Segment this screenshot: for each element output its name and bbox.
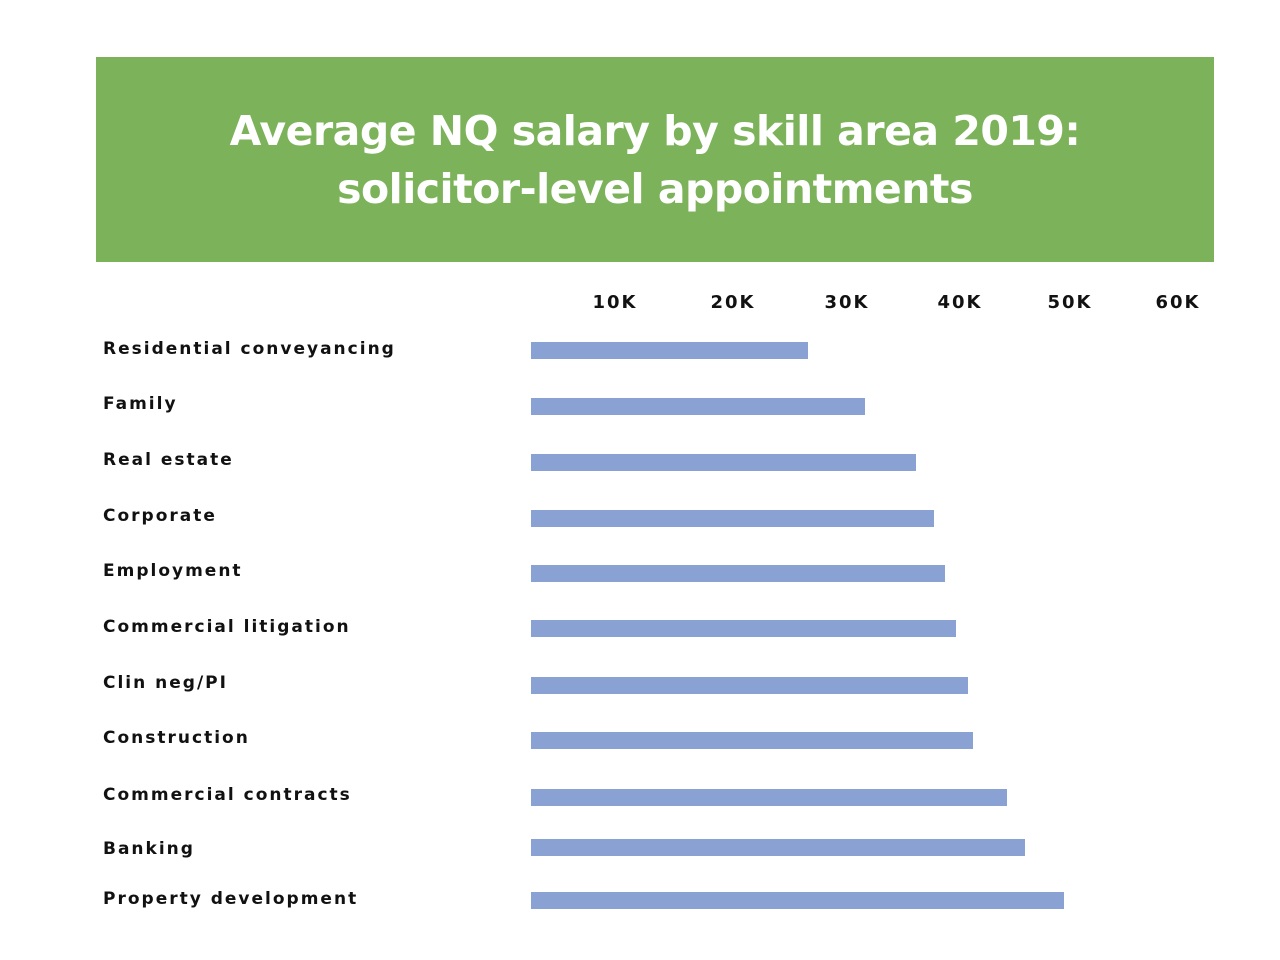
x-tick-50k: 50K bbox=[1047, 292, 1093, 313]
bar bbox=[531, 839, 1025, 856]
category-label: Clin neg/PI bbox=[103, 673, 228, 693]
category-label: Residential conveyancing bbox=[103, 339, 396, 359]
bar bbox=[531, 620, 957, 637]
category-label: Commercial contracts bbox=[103, 785, 352, 805]
bar bbox=[531, 398, 866, 415]
x-tick-20k: 20K bbox=[710, 292, 756, 313]
bar bbox=[531, 454, 917, 471]
chart-title: Average NQ salary by skill area 2019: so… bbox=[230, 102, 1081, 218]
bar bbox=[531, 732, 974, 749]
bar bbox=[531, 565, 945, 582]
category-label: Employment bbox=[103, 561, 243, 581]
category-label: Family bbox=[103, 394, 178, 414]
category-label: Commercial litigation bbox=[103, 617, 351, 637]
category-label: Banking bbox=[103, 839, 195, 859]
category-label: Construction bbox=[103, 728, 250, 748]
x-tick-10k: 10K bbox=[592, 292, 638, 313]
chart-title-line-2: solicitor-level appointments bbox=[337, 164, 973, 213]
x-tick-60k: 60K bbox=[1155, 292, 1201, 313]
bar bbox=[531, 789, 1008, 806]
category-label: Corporate bbox=[103, 506, 217, 526]
bar bbox=[531, 342, 809, 359]
bar bbox=[531, 892, 1065, 909]
bar bbox=[531, 677, 968, 694]
x-tick-30k: 30K bbox=[824, 292, 870, 313]
x-tick-40k: 40K bbox=[937, 292, 983, 313]
category-label: Property development bbox=[103, 889, 359, 909]
title-banner: Average NQ salary by skill area 2019: so… bbox=[96, 57, 1214, 262]
chart-title-line-1: Average NQ salary by skill area 2019: bbox=[229, 106, 1081, 155]
category-label: Real estate bbox=[103, 450, 234, 470]
bar bbox=[531, 510, 934, 527]
